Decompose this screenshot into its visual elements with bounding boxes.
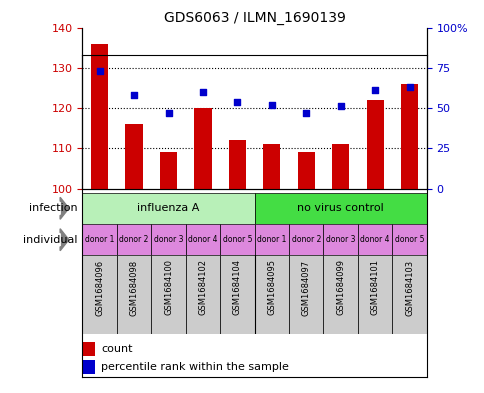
Text: influenza A: influenza A [137,203,199,213]
Point [267,102,275,108]
Bar [117,224,151,255]
Bar [125,124,142,189]
Bar [151,255,185,334]
Text: donor 2: donor 2 [291,235,320,244]
Bar [288,224,323,255]
Bar [117,255,151,334]
Point [336,103,344,110]
Text: GSM1684102: GSM1684102 [198,259,207,315]
Text: percentile rank within the sample: percentile rank within the sample [101,362,288,373]
Text: GSM1684101: GSM1684101 [370,259,379,315]
Bar [400,84,417,189]
Text: individual: individual [23,235,77,245]
Bar [254,193,426,224]
Text: GSM1684096: GSM1684096 [95,259,104,316]
Text: donor 5: donor 5 [222,235,252,244]
Bar [91,44,108,189]
Point [198,89,206,95]
Point [405,84,412,90]
Text: GSM1684097: GSM1684097 [301,259,310,316]
Text: donor 1: donor 1 [85,235,114,244]
Text: no virus control: no virus control [297,203,383,213]
Bar [357,224,392,255]
Bar [228,140,245,189]
Bar [392,224,426,255]
Bar [323,255,357,334]
Bar [220,255,254,334]
Bar [254,255,288,334]
Text: donor 3: donor 3 [325,235,355,244]
Bar [82,193,254,224]
Bar [366,100,383,189]
Text: GSM1684098: GSM1684098 [129,259,138,316]
Bar [185,224,220,255]
Text: donor 3: donor 3 [153,235,183,244]
Bar [160,152,177,189]
Text: GSM1684104: GSM1684104 [232,259,242,315]
Text: infection: infection [29,203,77,213]
Text: GSM1684100: GSM1684100 [164,259,173,315]
Text: donor 1: donor 1 [257,235,286,244]
Bar [392,255,426,334]
Text: GSM1684095: GSM1684095 [267,259,276,315]
Bar [151,224,185,255]
Bar [254,224,288,255]
Bar [185,255,220,334]
Point [371,87,378,94]
Text: donor 4: donor 4 [188,235,217,244]
FancyArrow shape [60,229,69,251]
Bar [263,144,280,189]
Point [164,110,172,116]
Text: donor 4: donor 4 [360,235,389,244]
Point [302,110,310,116]
Text: count: count [101,344,133,354]
FancyArrow shape [60,197,69,219]
Bar [82,224,117,255]
Bar [288,255,323,334]
Text: donor 5: donor 5 [394,235,424,244]
Bar [82,342,94,356]
Text: GSM1684103: GSM1684103 [404,259,413,316]
Point [96,68,104,74]
Bar [82,360,94,374]
Text: donor 2: donor 2 [119,235,149,244]
Bar [194,108,211,189]
Bar [357,255,392,334]
Bar [332,144,348,189]
Bar [297,152,314,189]
Bar [82,255,117,334]
Bar [323,224,357,255]
Title: GDS6063 / ILMN_1690139: GDS6063 / ILMN_1690139 [164,11,345,25]
Text: GSM1684099: GSM1684099 [335,259,345,315]
Bar [220,224,254,255]
Point [233,99,241,105]
Point [130,92,137,98]
